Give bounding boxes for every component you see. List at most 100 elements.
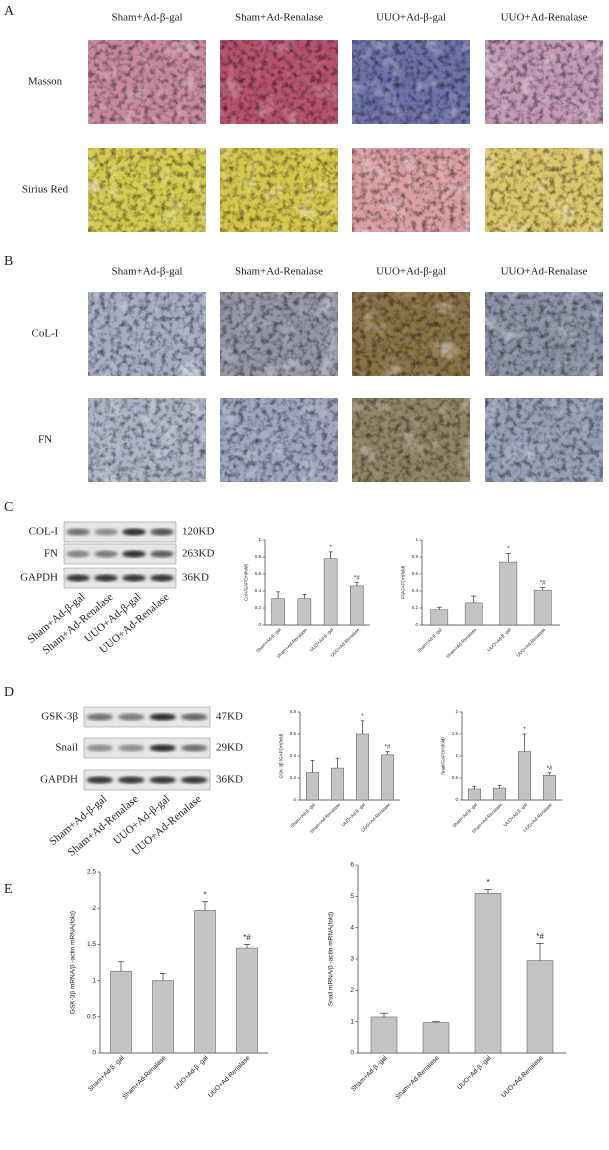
x-tick-label: UUO+Ad-Renalase (330, 627, 361, 658)
y-axis-title: Col-I/GAPDH(fold) (243, 564, 248, 602)
y-axis-title: GSK-3β mRNA/β -actin mRNA(fold) (69, 911, 76, 1014)
micrograph-texture (485, 40, 603, 124)
significance-label: * (507, 547, 510, 553)
x-tick-label: Sham+Ad-Renalase (445, 627, 477, 659)
panel-label: B (4, 254, 13, 269)
y-tick-label: 1 (92, 977, 96, 984)
column-header: UUO+Ad-β-gal (376, 12, 446, 24)
panel-label: C (4, 500, 13, 515)
blot-band (181, 713, 208, 721)
blot-label: Snail (55, 742, 78, 754)
micrograph-texture (352, 148, 470, 232)
y-tick-label: 4 (350, 924, 354, 931)
micrograph-texture (220, 148, 338, 232)
blot-band (122, 550, 146, 558)
bar (356, 733, 369, 801)
blot-strip (83, 737, 211, 759)
blot-strip (83, 769, 211, 791)
y-tick-label: 0 (455, 797, 458, 802)
bar (194, 910, 216, 1054)
y-tick-label: 1.5 (452, 731, 459, 736)
y-tick-label: 0 (350, 1050, 354, 1057)
panel-label: D (4, 685, 14, 700)
panel-label: E (4, 882, 13, 897)
blot-band (118, 776, 145, 784)
blot-size: 120KD (182, 526, 214, 538)
panel-label: A (4, 4, 15, 19)
column-header: Sham+Ad-β-gal (111, 266, 182, 278)
y-tick-label: 2 (455, 709, 458, 714)
y-tick-label: 6 (350, 862, 354, 869)
blot-band (181, 744, 208, 752)
row-label: CoL-I (32, 328, 59, 340)
bar (468, 788, 481, 801)
blot-band (94, 528, 118, 536)
bar (422, 1022, 450, 1054)
significance-label: * (361, 714, 364, 720)
blot-band (149, 713, 176, 721)
bar (152, 980, 174, 1054)
bar (464, 602, 483, 626)
blot-band (86, 713, 113, 721)
significance-label: * (203, 890, 206, 899)
x-tick-label: UUO+Ad-β -gal (341, 802, 366, 827)
bar (306, 772, 319, 801)
x-tick-label: UUO+Ad-β -gal (309, 627, 334, 652)
bar (370, 1016, 398, 1054)
blot-band (86, 744, 113, 752)
blot-band (150, 550, 174, 558)
x-tick-label: UUO+Ad-β -gal (173, 1054, 210, 1091)
micrograph-texture (88, 148, 206, 232)
column-header: UUO+Ad-Renalase (501, 266, 588, 278)
y-tick-label: 1 (415, 537, 418, 542)
significance-label: * (486, 878, 489, 887)
y-tick-label: 0 (258, 622, 261, 627)
blot-band (150, 528, 174, 536)
bar (236, 947, 258, 1054)
bar (474, 892, 502, 1054)
bar (518, 751, 531, 801)
y-tick-label: 0.2 (255, 605, 262, 610)
blot-band (150, 574, 174, 582)
x-tick-label: Sham+Ad-Renalase (394, 1054, 440, 1100)
micrograph-texture (352, 292, 470, 376)
y-tick-label: 2 (92, 905, 96, 912)
bar (543, 775, 556, 801)
x-tick-label: Sham+Ad-β -gal (289, 802, 316, 829)
column-header: Sham+Ad-β-gal (111, 12, 182, 24)
blot-band (149, 776, 176, 784)
blot-size: 29KD (216, 742, 243, 754)
x-tick-label: Sham+Ad-β -gal (451, 802, 478, 829)
significance-label: *# (536, 932, 544, 941)
x-tick-label: Sham+Ad-Renalase (121, 1054, 167, 1100)
micrograph-texture (88, 40, 206, 124)
y-tick-label: 0.6 (290, 731, 297, 736)
blot-band (94, 574, 118, 582)
column-header: UUO+Ad-β-gal (376, 266, 446, 278)
micrograph-texture (220, 398, 338, 482)
micrograph-texture (220, 292, 338, 376)
micrograph-texture (485, 398, 603, 482)
bar (533, 589, 552, 626)
x-tick-label: Sham+Ad-β -gal (350, 1054, 389, 1093)
y-tick-label: 2 (350, 987, 354, 994)
blot-band (66, 528, 90, 536)
y-tick-label: 1 (455, 753, 458, 758)
significance-label: * (523, 727, 526, 733)
blot-size: 47KD (216, 711, 243, 723)
x-tick-label: UUO+Ad-β -gal (486, 627, 511, 652)
y-axis-title: Snail/GAPDH(fold) (440, 737, 445, 775)
blot-band (66, 574, 90, 582)
y-axis-title: GSK-3β /GAPDH(fold) (278, 733, 283, 778)
column-header: Sham+Ad-Renalase (235, 266, 323, 278)
bar (110, 970, 132, 1054)
blot-strip (63, 521, 177, 543)
x-tick-label: Sham+Ad-β -gal (87, 1054, 126, 1093)
y-tick-label: 2.5 (87, 869, 96, 876)
bar (499, 561, 518, 626)
y-axis-title: FN/GAPDH(fold) (400, 565, 405, 599)
micrograph-texture (485, 148, 603, 232)
blot-size: 36KD (182, 572, 209, 584)
blot-band (118, 713, 145, 721)
